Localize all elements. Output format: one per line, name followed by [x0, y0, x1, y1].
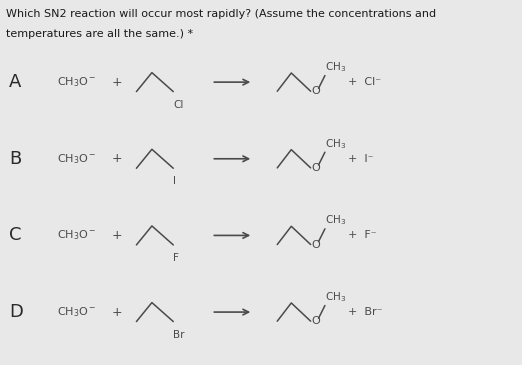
Text: F: F: [173, 253, 179, 263]
Text: CH$_3$O$^-$: CH$_3$O$^-$: [56, 228, 96, 242]
Text: O: O: [311, 239, 320, 250]
Text: CH$_3$: CH$_3$: [325, 290, 346, 304]
Text: +: +: [112, 306, 123, 319]
Text: O: O: [311, 163, 320, 173]
Text: B: B: [9, 150, 21, 168]
Text: temperatures are all the same.) *: temperatures are all the same.) *: [6, 29, 193, 39]
Text: D: D: [9, 303, 23, 321]
Text: Which SN2 reaction will occur most rapidly? (Assume the concentrations and: Which SN2 reaction will occur most rapid…: [6, 9, 436, 19]
Text: O: O: [311, 86, 320, 96]
Text: A: A: [9, 73, 21, 91]
Text: +: +: [112, 229, 123, 242]
Text: +  I⁻: + I⁻: [348, 154, 374, 164]
Text: CH$_3$O$^-$: CH$_3$O$^-$: [56, 152, 96, 166]
Text: CH$_3$O$^-$: CH$_3$O$^-$: [56, 305, 96, 319]
Text: CH$_3$O$^-$: CH$_3$O$^-$: [56, 75, 96, 89]
Text: +  Cl⁻: + Cl⁻: [348, 77, 381, 87]
Text: C: C: [9, 226, 21, 245]
Text: CH$_3$: CH$_3$: [325, 137, 346, 151]
Text: Cl: Cl: [173, 100, 183, 110]
Text: I: I: [173, 176, 176, 186]
Text: +: +: [112, 76, 123, 89]
Text: +  Br⁻: + Br⁻: [348, 307, 383, 317]
Text: +  F⁻: + F⁻: [348, 230, 377, 241]
Text: O: O: [311, 316, 320, 326]
Text: Br: Br: [173, 330, 185, 339]
Text: CH$_3$: CH$_3$: [325, 60, 346, 74]
Text: CH$_3$: CH$_3$: [325, 214, 346, 227]
Text: +: +: [112, 152, 123, 165]
